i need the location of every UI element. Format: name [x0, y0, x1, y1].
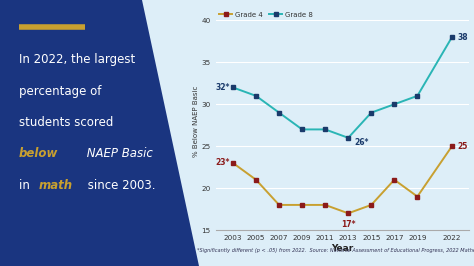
Text: since 2003.: since 2003. [84, 179, 155, 192]
Text: 17*: 17* [341, 220, 356, 229]
Text: 26*: 26* [354, 138, 368, 147]
Text: math: math [39, 179, 73, 192]
Text: 32*: 32* [215, 83, 229, 92]
Text: In 2022, the largest: In 2022, the largest [19, 53, 135, 66]
Legend: Grade 4, Grade 8: Grade 4, Grade 8 [217, 9, 315, 20]
Text: below: below [19, 147, 58, 160]
Text: 38: 38 [458, 33, 468, 42]
Text: in: in [19, 179, 34, 192]
X-axis label: Year: Year [331, 244, 354, 253]
Text: percentage of: percentage of [19, 85, 101, 98]
Text: 23*: 23* [215, 159, 229, 168]
Text: *Significantly different (p < .05) from 2022.  Source: National Assessment of Ed: *Significantly different (p < .05) from … [197, 248, 474, 253]
Text: 25: 25 [458, 142, 468, 151]
Text: NAEP Basic: NAEP Basic [83, 147, 153, 160]
Text: students scored: students scored [19, 116, 113, 129]
Y-axis label: % Below NAEP Basic: % Below NAEP Basic [193, 85, 199, 157]
Polygon shape [142, 0, 474, 266]
